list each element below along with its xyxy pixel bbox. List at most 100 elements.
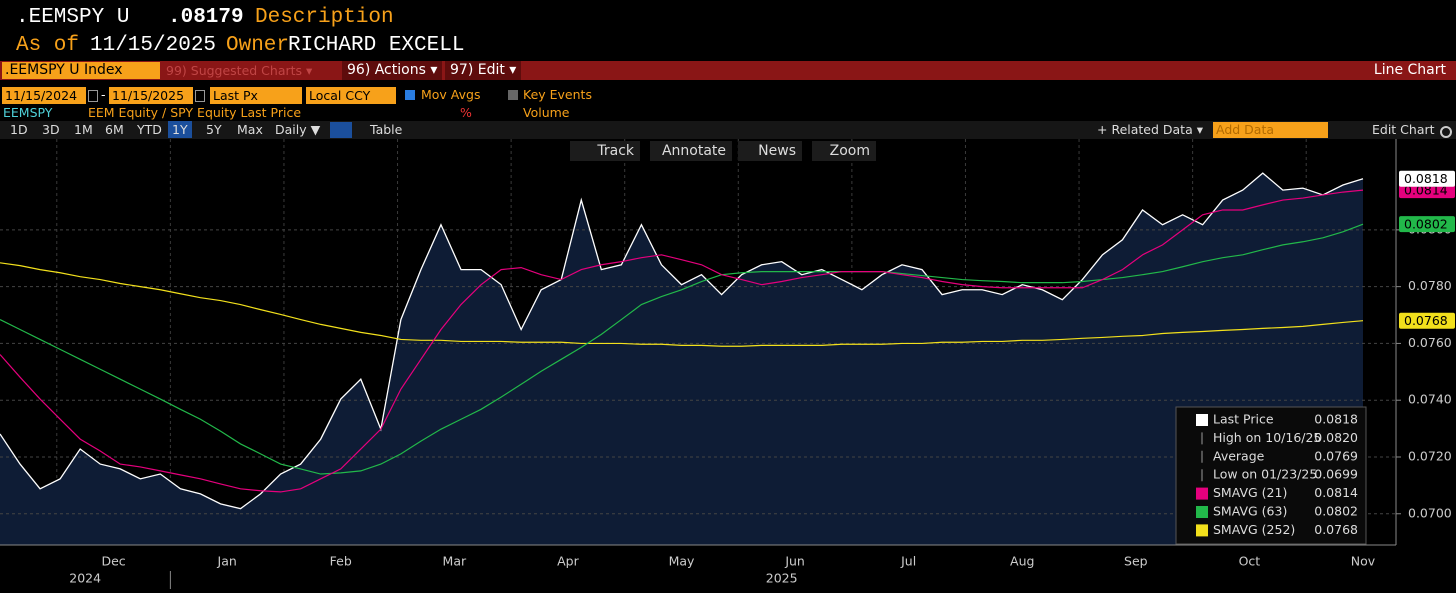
x-tick-label: May [669, 554, 695, 569]
last-value-label: 0.0818 [1404, 171, 1448, 186]
legend-label: SMAVG (63) [1213, 504, 1287, 519]
year-label: 2025 [766, 571, 798, 586]
legend-value: 0.0814 [1314, 485, 1358, 500]
calendar-icon[interactable] [195, 90, 205, 102]
x-tick-label: Mar [443, 554, 467, 569]
field-select[interactable]: Last Px [210, 87, 302, 104]
y-tick-label: 0.0700 [1408, 505, 1452, 520]
y-tick-label: 0.0760 [1408, 335, 1452, 350]
as-of-date: 11/15/2025 [90, 34, 217, 57]
last-value-label: 0.0802 [1404, 217, 1448, 232]
y-tick-label: 0.0720 [1408, 448, 1452, 463]
legend-label: High on 10/16/25 [1213, 430, 1321, 445]
description-label[interactable]: Description [255, 6, 394, 29]
legend-swatch [1196, 524, 1208, 537]
legend-swatch [1196, 487, 1208, 500]
last-value-box [1399, 170, 1455, 187]
suggested-charts[interactable]: 99) Suggested Charts ▾ [166, 63, 313, 78]
legend-label: Low on 01/23/25 [1213, 467, 1317, 482]
price: .08179 [168, 6, 244, 29]
table-button[interactable]: Table [370, 122, 403, 137]
price-area [0, 173, 1363, 545]
legend-label: SMAVG (21) [1213, 485, 1287, 500]
percent: % [460, 105, 472, 120]
ticker: .EEMSPY U [16, 6, 130, 29]
y-tick-label: 0.0740 [1408, 392, 1452, 407]
edit-menu[interactable]: 97) Edit ▾ [445, 61, 522, 80]
x-tick-label: Sep [1124, 554, 1148, 569]
x-tick-label: Feb [330, 554, 352, 569]
series-line [0, 223, 1364, 475]
chart-tool[interactable]: Track [570, 141, 640, 161]
year-label: 2024 [69, 571, 101, 586]
legend-label: Last Price [1213, 412, 1274, 427]
legend-value: 0.0802 [1314, 504, 1358, 519]
x-tick-label: Jun [784, 554, 805, 569]
chart-icon[interactable] [330, 122, 352, 138]
mov-avgs-label[interactable]: Mov Avgs [421, 87, 481, 102]
period-button[interactable]: 6M [105, 122, 124, 137]
period-button[interactable]: 1Y [168, 121, 192, 138]
x-tick-label: Oct [1239, 554, 1261, 569]
chart-tool[interactable]: Annotate [650, 141, 732, 161]
as-of-label: As of [16, 34, 80, 57]
legend-label: SMAVG (252) [1213, 522, 1295, 537]
series-line [0, 172, 1364, 510]
legend-value: 0.0818 [1314, 412, 1358, 427]
series-line [0, 262, 1364, 347]
last-value-box [1399, 312, 1455, 329]
calendar-icon[interactable] [88, 90, 98, 102]
chart-tool[interactable]: Zoom [812, 141, 876, 161]
legend-label: Average [1213, 448, 1265, 463]
last-value-label: 0.0768 [1404, 313, 1448, 328]
key-events-checkbox[interactable] [508, 90, 518, 100]
menu-bar: .EEMSPY U Index 99) Suggested Charts ▾ 9… [0, 61, 1456, 80]
legend-description: EEM Equity / SPY Equity Last Price [88, 105, 302, 120]
legend-value: 0.0699 [1314, 467, 1358, 482]
period-button[interactable]: Max [237, 122, 263, 137]
chart: 0.07000.07200.07400.07600.07800.08000.08… [0, 139, 1455, 589]
legend-value: 0.0820 [1314, 430, 1358, 445]
legend-box [1175, 406, 1367, 545]
chart-tools: Track Annotate News Zoom [0, 141, 1456, 161]
add-data-input[interactable]: Add Data [1213, 122, 1328, 138]
related-data[interactable]: + Related Data ▾ [1097, 122, 1203, 137]
y-tick-label: 0.0780 [1408, 278, 1452, 293]
legend-swatch [1196, 506, 1208, 518]
period-button[interactable]: 1M [74, 122, 93, 137]
end-date[interactable]: 11/15/2025 [109, 87, 193, 104]
chart-tool[interactable]: News [738, 141, 802, 161]
volume-label: Volume [523, 105, 570, 120]
legend-swatch [1196, 414, 1208, 426]
date-separator: - [101, 87, 106, 102]
toolbar: Daily ▼ Table + Related Data ▾ Add Data … [0, 121, 1456, 139]
mov-avgs-checkbox[interactable] [405, 90, 415, 100]
actions-menu[interactable]: 96) Actions ▾ [342, 61, 443, 80]
period-button[interactable]: 1D [10, 122, 28, 137]
legend-ticker: EEMSPY [3, 105, 53, 120]
currency-select[interactable]: Local CCY [306, 87, 396, 104]
period-button[interactable]: YTD [137, 122, 162, 137]
chart-style[interactable]: Line Chart [1373, 62, 1446, 78]
series-line [0, 189, 1364, 493]
x-tick-label: Jan [217, 554, 237, 569]
last-value-box [1399, 216, 1455, 233]
edit-chart[interactable]: Edit Chart [1372, 122, 1435, 137]
owner: RICHARD EXCELL [288, 34, 465, 57]
legend-value: 0.0769 [1314, 448, 1358, 463]
x-tick-label: Dec [101, 554, 125, 569]
owner-label: Owner [226, 34, 290, 57]
key-events-label[interactable]: Key Events [523, 87, 592, 102]
settings-gear[interactable] [1440, 126, 1452, 138]
x-tick-label: Jul [900, 554, 916, 569]
frequency[interactable]: Daily ▼ [275, 122, 321, 137]
legend-value: 0.0768 [1314, 522, 1358, 537]
x-tick-label: Apr [557, 554, 579, 569]
start-date[interactable]: 11/15/2024 [2, 87, 86, 104]
period-button[interactable]: 3D [42, 122, 60, 137]
period-button[interactable]: 5Y [206, 122, 222, 137]
x-tick-label: Aug [1010, 554, 1034, 569]
security-input[interactable]: .EEMSPY U Index [2, 62, 160, 79]
x-tick-label: Nov [1351, 554, 1376, 569]
